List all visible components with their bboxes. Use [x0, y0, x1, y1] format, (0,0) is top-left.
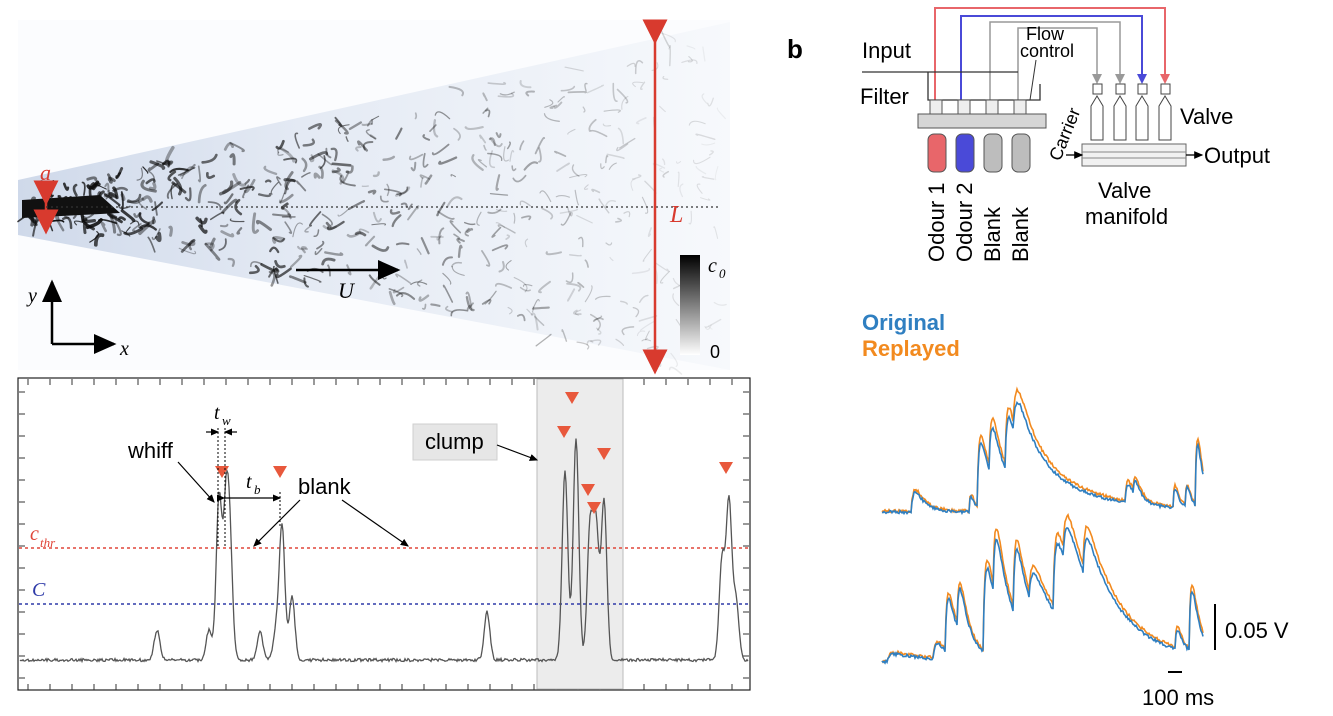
axes-indicator: y x: [26, 279, 129, 360]
scale-voltage-label: 0.05 V: [1225, 618, 1289, 643]
replay-traces: Original Replayed 0.05 V 100 ms: [862, 310, 1289, 710]
tb-sub: b: [254, 482, 261, 497]
vial-label-3: Blank: [980, 206, 1005, 262]
colorbar-min-label: 0: [710, 342, 720, 362]
whiff-marker: [597, 448, 611, 460]
blank-label: blank: [298, 474, 352, 499]
vial-blank2: [1011, 133, 1031, 173]
axis-y-label: y: [26, 285, 37, 307]
plume-length-label: L: [669, 202, 683, 228]
whiff-markers: [215, 392, 733, 514]
tw-sub: w: [222, 413, 231, 428]
whiff-marker: [587, 502, 601, 514]
colorbar: c 0 0: [680, 255, 726, 362]
whiff-marker: [565, 392, 579, 404]
velocity-label: U: [338, 278, 356, 303]
valve-manifold-label-1: Valve: [1098, 178, 1151, 203]
axis-x-label: x: [119, 338, 129, 360]
source-width-label: a: [40, 160, 51, 185]
vial-label-4: Blank: [1008, 206, 1033, 262]
tube-blank1: [989, 21, 1121, 100]
scale-time-label: 100 ms: [1142, 685, 1214, 710]
vial-blank1: [983, 133, 1003, 173]
legend-original: Original: [862, 310, 945, 335]
colorbar-max-label: c: [708, 255, 717, 277]
clump-region: [536, 378, 624, 690]
whiff-label: whiff: [127, 438, 174, 463]
trace-1-replayed: [881, 386, 1204, 515]
plume-length-marker: L: [642, 19, 683, 375]
tw-label: t: [214, 402, 220, 424]
plume-image: [17, 20, 730, 375]
concentration-trace-plot: c thr C whiff t w t b blank clump: [17, 377, 751, 691]
whiff-marker: [273, 466, 287, 478]
vial-label-2: Odour 2: [952, 183, 977, 263]
legend-replayed: Replayed: [862, 336, 960, 361]
tube-odour1: [934, 7, 1166, 100]
trace-2-original: [881, 526, 1204, 665]
whiff-marker: [719, 462, 733, 474]
panel-b-label: b: [787, 34, 803, 64]
tb-label: t: [246, 471, 252, 493]
threshold-label: c: [30, 523, 39, 545]
concentration-signal: [19, 438, 749, 664]
colorbar-max-sub: 0: [719, 266, 726, 281]
tube-blank2: [1017, 27, 1098, 100]
vial-odour2: [955, 133, 975, 173]
valves: [1090, 83, 1172, 141]
vial-label-1: Odour 1: [924, 183, 949, 263]
clump-label: clump: [425, 429, 484, 454]
velocity-arrow: U: [296, 260, 401, 303]
plume-envelope: [18, 22, 730, 370]
trace-1-original: [881, 400, 1204, 516]
mean-label: C: [32, 579, 46, 601]
filter-label: Filter: [860, 84, 909, 109]
flow-control-label-1: Flow: [1026, 24, 1065, 44]
odour-delivery-schematic: Input Filter Flow control Odour 1 Odour …: [860, 7, 1270, 263]
flow-control-label-2: control: [1020, 41, 1074, 61]
output-label: Output: [1204, 143, 1270, 168]
valve-label: Valve: [1180, 104, 1233, 129]
input-label: Input: [862, 38, 911, 63]
whiff-marker: [557, 426, 571, 438]
whiff-marker: [581, 484, 595, 496]
tube-odour2: [960, 15, 1143, 100]
valve-manifold-block: [1081, 143, 1187, 167]
threshold-sub: thr: [40, 535, 56, 550]
valve-manifold-label-2: manifold: [1085, 204, 1168, 229]
vial-odour1: [927, 133, 947, 173]
